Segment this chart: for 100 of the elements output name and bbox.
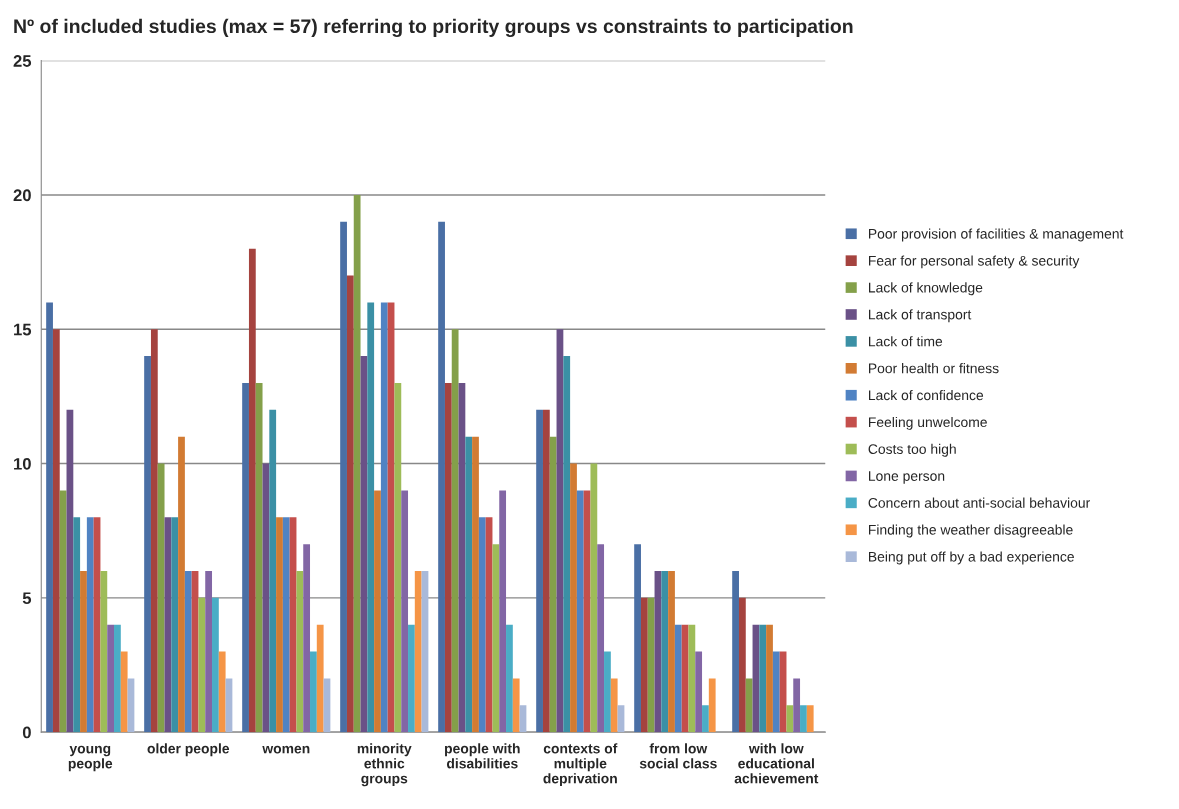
bar [353, 194, 361, 733]
legend-label: Feeling unwelcome [869, 416, 987, 430]
y-tick-label: 25 [13, 55, 32, 67]
bar [604, 651, 611, 733]
bar [242, 382, 249, 733]
legend-label: Fear for personal safety & security [869, 255, 1080, 269]
x-tick-label: people with disabilities [445, 743, 520, 769]
bar [576, 490, 584, 733]
bar [114, 624, 121, 733]
bar [408, 624, 415, 733]
bar [688, 624, 696, 733]
x-tick-label: older people [147, 743, 230, 757]
bar [374, 490, 381, 733]
bar [499, 490, 507, 733]
bar [806, 705, 814, 733]
bar [708, 678, 716, 733]
bar [610, 678, 618, 733]
bar [276, 517, 283, 733]
bar [198, 597, 206, 733]
bar [346, 275, 354, 733]
bar [255, 382, 263, 733]
bar [73, 517, 81, 733]
bar [542, 409, 550, 733]
bar [536, 409, 543, 733]
bar [640, 597, 648, 733]
bar [310, 651, 317, 733]
bar [786, 705, 794, 733]
legend-label: Lack of confidence [869, 389, 984, 401]
legend-label: Lone person [869, 471, 945, 484]
bar [269, 409, 277, 733]
bar [451, 329, 459, 733]
bar [394, 382, 402, 733]
bar [316, 624, 324, 733]
bar [759, 624, 767, 733]
bar [695, 651, 703, 733]
bar [100, 570, 108, 733]
legend-label: Lack of transport [869, 309, 972, 323]
bar [171, 517, 179, 733]
y-tick-label: 5 [22, 592, 32, 605]
bar [59, 490, 67, 733]
bar [340, 221, 347, 733]
bar [212, 597, 219, 733]
bar [570, 463, 577, 733]
bar [563, 356, 571, 733]
bar [745, 678, 753, 733]
bar [52, 329, 60, 733]
bar [772, 651, 780, 733]
bar [478, 517, 486, 733]
bar [668, 570, 675, 733]
bar [674, 624, 682, 733]
bar [218, 651, 226, 733]
x-tick-label: from low social class [639, 743, 717, 769]
bar [472, 436, 479, 733]
bar [248, 248, 256, 733]
bar [702, 705, 709, 733]
bar [80, 570, 87, 733]
bar [800, 705, 807, 733]
bar [150, 329, 158, 733]
bar [647, 597, 655, 733]
legend-label: Lack of knowledge [869, 282, 983, 296]
bar [178, 436, 185, 733]
bar [661, 570, 669, 733]
legend-label: Concern about anti-social behaviour [868, 497, 1090, 508]
bar [282, 517, 290, 733]
legend-label: Costs too high [868, 443, 956, 457]
bar [414, 570, 422, 733]
bar [512, 678, 520, 733]
x-tick-label: with low educational achievement [734, 743, 819, 784]
y-tick-label: 20 [13, 189, 31, 202]
bar [793, 678, 801, 733]
bar [184, 570, 192, 733]
bar [590, 463, 598, 733]
legend-label: Being put off by a bad experience [869, 551, 1074, 565]
bar [107, 624, 115, 733]
bar [120, 651, 128, 733]
bar [367, 302, 375, 733]
bar [144, 356, 151, 733]
bar [401, 490, 409, 733]
y-tick-label: 0 [22, 726, 31, 739]
legend-label: Finding the weather disagreeable [869, 524, 1073, 538]
bar [46, 302, 53, 733]
bar [597, 544, 605, 733]
bar [296, 570, 304, 733]
legend-label: Poor health or fitness [869, 363, 999, 374]
bar [506, 624, 513, 733]
bar [303, 544, 311, 733]
bar [738, 597, 746, 733]
bar [444, 382, 452, 733]
chart-title: Nº of included studies (max = 57) referring to priority groups vs constraints to participation [14, 18, 853, 38]
x-tick-label: women [262, 745, 310, 754]
y-tick-label: 15 [14, 323, 32, 336]
bar [205, 570, 213, 733]
bar [766, 624, 773, 733]
bar [438, 221, 445, 733]
bar [634, 544, 641, 733]
bar [492, 544, 500, 733]
bar [380, 302, 388, 733]
bar [86, 517, 94, 733]
legend-label: Poor provision of facilities & management [869, 228, 1124, 242]
x-tick-label: contexts of multiple deprivation [543, 743, 618, 787]
